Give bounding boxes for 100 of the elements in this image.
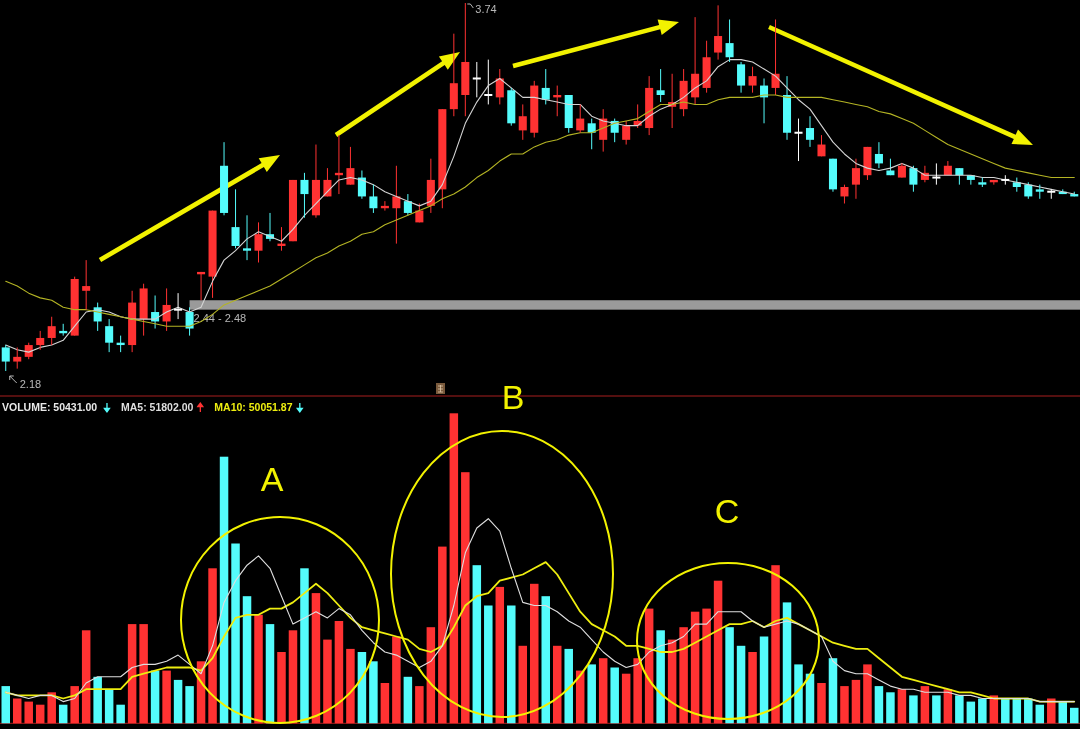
bar [794, 664, 803, 724]
candlestick [105, 318, 114, 353]
bar [415, 686, 424, 724]
candlestick [909, 165, 918, 193]
candlestick [47, 316, 56, 346]
bar [1024, 698, 1033, 724]
bar [403, 676, 413, 724]
bar [81, 630, 91, 724]
candlestick [13, 346, 22, 370]
candlestick [369, 184, 378, 214]
bar [897, 689, 907, 724]
candlestick [737, 61, 746, 94]
text: 2.18 [19, 378, 42, 390]
candlestick [656, 68, 665, 103]
bar [966, 701, 976, 724]
bar [725, 627, 734, 724]
candlestick [472, 61, 481, 98]
bar [461, 472, 470, 724]
bar [116, 704, 125, 724]
candlestick [932, 162, 941, 186]
bar [530, 583, 539, 724]
candlestick [231, 188, 240, 249]
bar [242, 596, 252, 724]
candlestick [874, 141, 883, 169]
candlestick [254, 221, 263, 263]
candlestick [484, 59, 493, 105]
bar [346, 648, 355, 724]
candlestick [277, 226, 286, 252]
bar [840, 686, 849, 724]
bar [610, 667, 619, 724]
bar [265, 624, 275, 724]
candlestick [82, 259, 91, 311]
bar [231, 543, 240, 724]
bar [380, 683, 390, 724]
bar [552, 645, 562, 724]
bar [955, 695, 964, 724]
chart-title: VOLUME: 50431.00 [2, 401, 98, 413]
bar [633, 658, 642, 724]
bar [484, 605, 493, 724]
candlestick [851, 158, 860, 200]
candlestick [622, 120, 631, 146]
bar [851, 679, 861, 724]
bar [587, 664, 596, 724]
bar [748, 652, 757, 724]
candlestick [174, 292, 183, 320]
bar [656, 630, 665, 724]
bar [438, 546, 447, 724]
bar [863, 664, 872, 724]
bar [104, 689, 114, 724]
bar [70, 686, 79, 724]
candlestick [587, 118, 596, 150]
bar [288, 630, 298, 724]
candlestick [403, 193, 412, 216]
bar [58, 704, 68, 724]
bar [24, 701, 33, 724]
candlestick [748, 66, 757, 94]
bar [507, 605, 516, 724]
candlestick [714, 4, 723, 61]
bar [702, 608, 711, 724]
bar [35, 704, 45, 724]
bar [162, 670, 171, 724]
bar [93, 676, 102, 724]
annotation: C [714, 492, 740, 530]
bar [598, 658, 608, 724]
bar [185, 686, 194, 724]
candlestick [840, 184, 849, 205]
annotation: A [260, 460, 284, 498]
bar [621, 673, 631, 724]
candlestick [300, 172, 309, 219]
bar [932, 695, 941, 724]
bar [771, 565, 780, 724]
text: MA10: 50051.87 [214, 401, 293, 413]
bar [920, 686, 930, 724]
bar [909, 695, 918, 724]
bar [978, 698, 987, 724]
bar [1001, 698, 1010, 724]
bar [495, 586, 505, 724]
bar [12, 698, 22, 724]
candlestick [495, 68, 504, 105]
candlestick [1, 344, 10, 372]
bar [1070, 707, 1079, 724]
bar [300, 568, 309, 724]
bar [127, 624, 137, 724]
bar [334, 621, 344, 724]
candlestick [576, 103, 585, 134]
bar [369, 661, 378, 724]
bar [874, 686, 884, 724]
bar [759, 636, 769, 724]
candlestick [691, 16, 700, 105]
bar [311, 593, 321, 724]
text: MA5: 51802.00 [120, 401, 194, 413]
candlestick [541, 68, 550, 105]
candlestick [392, 165, 401, 245]
bar [1047, 698, 1056, 724]
bar [679, 627, 688, 724]
bar [472, 565, 482, 724]
candlestick [794, 118, 803, 162]
bar [518, 645, 528, 724]
bar [564, 648, 573, 724]
bar [1035, 704, 1045, 724]
